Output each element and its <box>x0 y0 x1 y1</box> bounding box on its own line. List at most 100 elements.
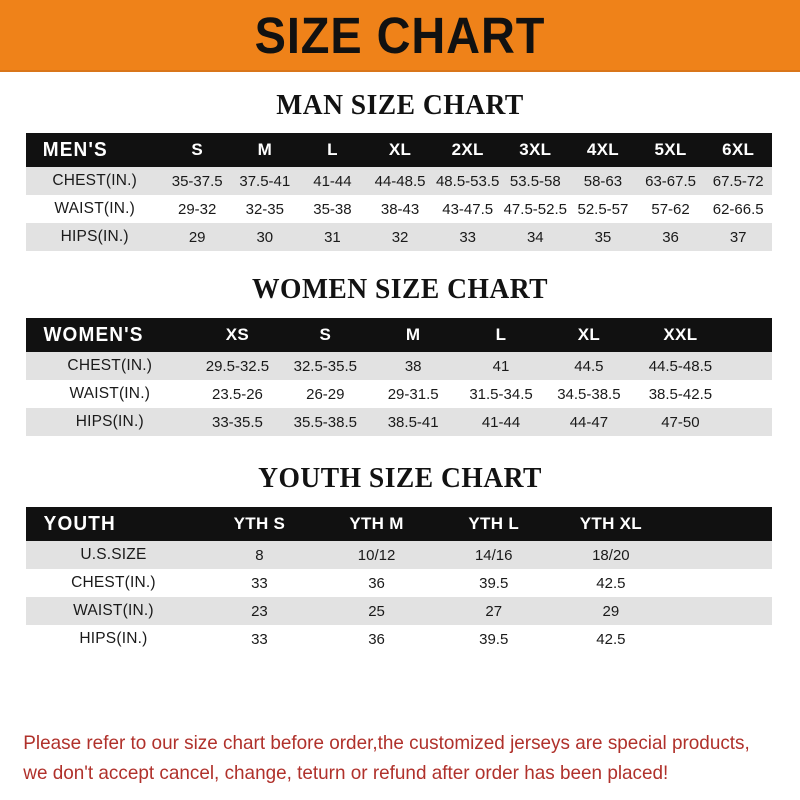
women-chest-s: 32.5-35.5 <box>293 357 357 375</box>
man-size-table: MEN'S S M L XL 2XL 3XL 4XL 5XL 6XL CHEST… <box>26 133 772 251</box>
man-hips-xl: 32 <box>391 228 409 246</box>
table-row: CHEST(IN.) 29.5-32.5 32.5-35.5 38 41 44.… <box>26 352 772 380</box>
youth-ussize-m: 10/12 <box>357 546 396 564</box>
women-chest-xl: 44.5 <box>574 357 604 375</box>
youth-size-chart-wrap: YOUTH YTH S YTH M YTH L YTH XL U.S.SIZE … <box>26 507 774 653</box>
order-policy-line-1: Please refer to our size chart before or… <box>23 731 750 754</box>
table-header-row: WOMEN'S XS S M L XL XXL <box>26 318 772 352</box>
man-waist-l: 35-38 <box>313 200 352 218</box>
youth-ussize-spacer <box>669 541 772 569</box>
youth-waist-spacer <box>669 597 772 625</box>
man-row-label-chest: CHEST(IN.) <box>52 172 138 189</box>
women-chest-xs: 29.5-32.5 <box>205 357 270 375</box>
women-hips-s: 35.5-38.5 <box>293 413 357 431</box>
order-policy-note: Please refer to our size chart before or… <box>0 728 776 788</box>
man-table-body: CHEST(IN.) 35-37.5 37.5-41 41-44 44-48.5… <box>26 167 772 251</box>
youth-row-label-hips: HIPS(IN.) <box>79 630 148 647</box>
women-waist-l: 31.5-34.5 <box>469 385 533 403</box>
man-hips-l: 31 <box>324 228 341 246</box>
youth-ussize-xl: 18/20 <box>592 546 630 564</box>
women-waist-xs: 23.5-26 <box>212 385 263 403</box>
women-hips-xs: 33-35.5 <box>212 413 263 431</box>
man-waist-2xl: 43-47.5 <box>442 200 494 218</box>
women-col-xl: XL <box>577 325 601 344</box>
man-waist-xl: 38-43 <box>380 200 420 218</box>
women-hips-spacer <box>728 408 772 436</box>
man-chest-5xl: 63-67.5 <box>645 172 696 190</box>
table-row: CHEST(IN.) 33 36 39.5 42.5 <box>26 569 772 597</box>
youth-hips-spacer <box>669 625 772 653</box>
women-hips-xl: 44-47 <box>569 413 609 431</box>
women-chest-l: 41 <box>492 357 510 375</box>
man-col-6xl: 6XL <box>722 140 755 159</box>
table-row: WAIST(IN.) 23 25 27 29 <box>26 597 772 625</box>
man-row-header-label: MEN'S <box>42 138 108 161</box>
women-hips-m: 38.5-41 <box>387 413 439 431</box>
man-hips-6xl: 37 <box>729 228 747 246</box>
man-waist-6xl: 62-66.5 <box>712 200 764 218</box>
man-chest-6xl: 67.5-72 <box>712 172 764 190</box>
youth-hips-s: 33 <box>251 630 268 648</box>
section-title-man: MAN SIZE CHART <box>276 89 524 121</box>
youth-hips-m: 36 <box>368 630 385 648</box>
man-table-header: MEN'S S M L XL 2XL 3XL 4XL 5XL 6XL <box>26 133 772 167</box>
women-hips-xxl: 47-50 <box>661 413 700 431</box>
youth-chest-spacer <box>669 569 772 597</box>
man-waist-m: 32-35 <box>245 200 284 218</box>
man-chest-4xl: 58-63 <box>583 172 623 190</box>
youth-hips-l: 39.5 <box>479 630 509 648</box>
women-waist-spacer <box>728 380 772 408</box>
women-row-label-waist: WAIST(IN.) <box>69 385 151 402</box>
youth-chest-xl: 42.5 <box>596 574 626 592</box>
women-chest-m: 38 <box>404 357 422 375</box>
man-hips-s: 29 <box>188 228 206 246</box>
man-chest-l: 41-44 <box>313 172 352 190</box>
youth-row-label-ussize: U.S.SIZE <box>80 546 147 563</box>
man-size-chart-wrap: MEN'S S M L XL 2XL 3XL 4XL 5XL 6XL CHEST… <box>26 133 774 251</box>
women-waist-xxl: 38.5-42.5 <box>648 385 713 403</box>
women-row-label-chest: CHEST(IN.) <box>67 357 153 374</box>
women-chest-xxl: 44.5-48.5 <box>648 357 713 375</box>
women-row-label-hips: HIPS(IN.) <box>75 413 144 430</box>
man-waist-5xl: 57-62 <box>651 200 690 218</box>
youth-chest-m: 36 <box>368 574 385 592</box>
women-hips-l: 41-44 <box>481 413 521 431</box>
man-chest-xl: 44-48.5 <box>374 172 426 190</box>
order-policy-line-2: we don't accept cancel, change, teturn o… <box>23 761 669 784</box>
youth-waist-m: 25 <box>368 602 385 620</box>
youth-chest-s: 33 <box>251 574 268 592</box>
youth-waist-s: 23 <box>251 602 268 620</box>
women-row-header-label: WOMEN'S <box>43 323 144 346</box>
man-col-l: L <box>327 140 338 159</box>
youth-row-label-waist: WAIST(IN.) <box>73 602 154 619</box>
women-col-l: L <box>495 325 507 344</box>
women-table-header: WOMEN'S XS S M L XL XXL <box>26 318 772 352</box>
table-row: U.S.SIZE 8 10/12 14/16 18/20 <box>26 541 772 569</box>
man-col-2xl: 2XL <box>451 140 484 159</box>
youth-table-header: YOUTH YTH S YTH M YTH L YTH XL <box>26 507 772 541</box>
youth-hips-xl: 42.5 <box>596 630 626 648</box>
women-col-spacer <box>728 318 772 352</box>
size-chart-banner: SIZE CHART <box>0 0 800 72</box>
youth-col-m: YTH M <box>349 514 404 533</box>
man-hips-5xl: 36 <box>662 228 679 246</box>
youth-col-xl: YTH XL <box>579 514 642 533</box>
youth-ussize-l: 14/16 <box>474 546 513 564</box>
women-size-table: WOMEN'S XS S M L XL XXL CHEST(IN.) 29.5-… <box>26 318 772 436</box>
youth-size-table: YOUTH YTH S YTH M YTH L YTH XL U.S.SIZE … <box>26 507 772 653</box>
table-row: HIPS(IN.) 33 36 39.5 42.5 <box>26 625 772 653</box>
man-chest-s: 35-37.5 <box>171 172 223 190</box>
youth-row-header-label: YOUTH <box>43 512 116 535</box>
man-hips-2xl: 33 <box>459 228 477 246</box>
man-col-4xl: 4XL <box>586 140 619 159</box>
table-row: WAIST(IN.) 23.5-26 26-29 29-31.5 31.5-34… <box>26 380 772 408</box>
youth-row-label-chest: CHEST(IN.) <box>71 574 156 591</box>
women-col-xxl: XXL <box>663 325 698 344</box>
women-col-xs: XS <box>225 325 250 344</box>
table-header-row: YOUTH YTH S YTH M YTH L YTH XL <box>26 507 772 541</box>
women-waist-xl: 34.5-38.5 <box>557 385 621 403</box>
man-row-label-waist: WAIST(IN.) <box>54 200 135 217</box>
women-chest-spacer <box>728 352 772 380</box>
women-col-s: S <box>319 325 332 344</box>
table-row: WAIST(IN.) 29-32 32-35 35-38 38-43 43-47… <box>26 195 772 223</box>
